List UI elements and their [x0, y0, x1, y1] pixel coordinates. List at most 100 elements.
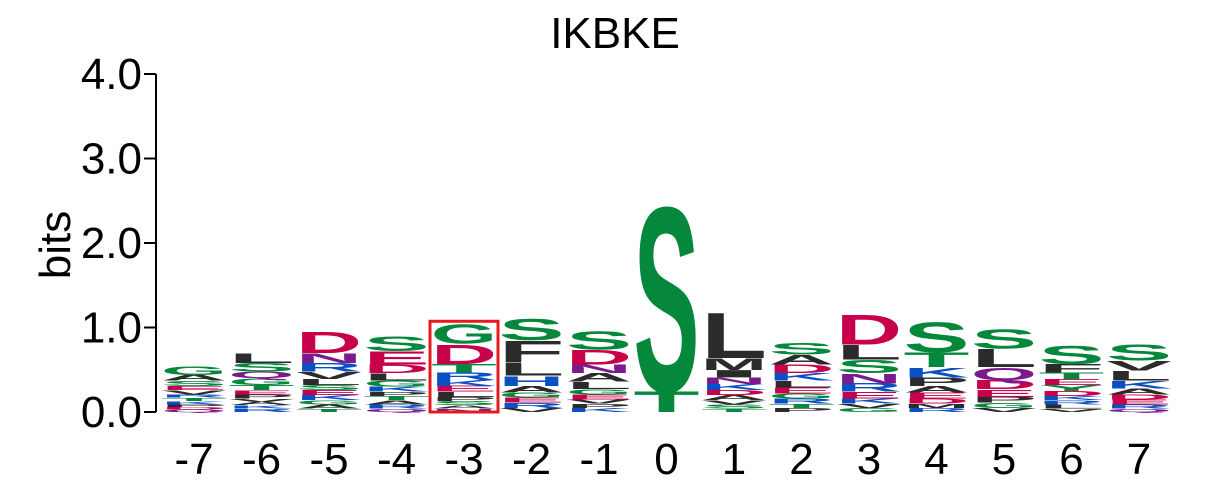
logo-letter: V — [296, 370, 362, 382]
logo-letter: L — [836, 341, 902, 364]
logo-letter: K — [1038, 395, 1104, 402]
x-tick-label: -5 — [309, 435, 348, 484]
logo-letter: A — [431, 404, 497, 409]
logo-letter: Y — [1039, 383, 1105, 392]
x-tick-label: -3 — [444, 435, 483, 484]
logo-letter: A — [161, 373, 227, 382]
y-tick-label: 2.0 — [81, 219, 142, 268]
logo-letter: G — [431, 319, 497, 350]
logo-letter: E — [296, 389, 362, 397]
x-tick-label: -6 — [242, 435, 281, 484]
y-axis: 0.0 1.0 2.0 3.0 4.0 — [81, 50, 157, 437]
logo-letter: A — [1106, 387, 1172, 396]
logo-letter: D — [566, 346, 632, 370]
logo-letter: D — [701, 389, 767, 397]
logo-letter: R — [769, 397, 835, 405]
logo-letter: G — [836, 407, 902, 414]
logo-letter: N — [566, 363, 632, 376]
logo-letter: K — [836, 397, 902, 405]
logo-letter: P — [971, 395, 1037, 404]
logo-letter: S — [296, 384, 362, 392]
logo-letter: Q — [971, 364, 1037, 384]
logo-letter: D — [161, 406, 227, 410]
x-tick-label: 3 — [857, 435, 881, 484]
logo-letter: A — [566, 371, 632, 384]
logo-letter: R — [161, 393, 227, 398]
logo-letter: V — [701, 399, 767, 406]
logo-letter: R — [431, 370, 497, 382]
logo-letter: E — [364, 348, 430, 369]
logo-letter: D — [364, 363, 430, 376]
logo-letter: A — [229, 401, 295, 406]
logo-letter: V — [971, 407, 1037, 414]
logo-letter: T — [161, 397, 227, 402]
logo-letter: N — [296, 350, 362, 366]
logo-letter: D — [836, 307, 902, 354]
logo-letter: E — [1039, 377, 1105, 386]
logo-letter: V — [499, 407, 565, 414]
logo-letter: R — [1038, 399, 1104, 406]
logo-letter: D — [1106, 393, 1172, 401]
logo-letter: E — [836, 390, 902, 401]
logo-letter: E — [566, 393, 632, 401]
logo-letter: P — [769, 407, 835, 414]
logo-letter: E — [431, 384, 497, 393]
logo-letter: T — [634, 385, 700, 418]
logo-stacks: QDPKTRVESAGRKAVPETGQSLTAGKESLVRNDQRATPKG… — [161, 153, 1172, 448]
logo-letter: S — [1038, 341, 1104, 370]
logo-letter: R — [363, 403, 429, 410]
logo-letter: N — [836, 371, 902, 387]
logo-letter: G — [566, 388, 632, 396]
logo-letter: D — [431, 339, 497, 370]
logo-letter: T — [431, 362, 497, 375]
logo-letter: Q — [229, 370, 295, 381]
logo-letter: H — [499, 373, 565, 389]
logo-letter: S — [1106, 340, 1172, 366]
x-tick-label: -1 — [579, 435, 618, 484]
logo-letter: A — [363, 399, 429, 406]
logo-letter: G — [364, 379, 430, 388]
logo-letter: T — [364, 395, 430, 402]
logo-letter: K — [566, 407, 632, 414]
logo-letter: L — [499, 359, 565, 380]
logo-letter: A — [769, 352, 835, 368]
highlight-layer — [428, 319, 500, 414]
logo-letter: R — [1106, 403, 1172, 410]
logo-letter: K — [768, 371, 834, 383]
logo-letter: S — [431, 400, 497, 407]
logo-letter: S — [971, 323, 1037, 354]
logo-letter: V — [161, 389, 227, 396]
logo-letter: L — [229, 350, 295, 366]
logo-letter: R — [903, 407, 969, 414]
logo-letter: L — [701, 299, 767, 372]
x-axis: -7 -6 -5 -4 -3 -2 -1 0 1 2 3 4 5 6 7 — [174, 435, 1151, 484]
logo-letter: G — [296, 399, 362, 406]
logo-letter: L — [1106, 368, 1172, 384]
logo-letter: V — [1106, 358, 1172, 374]
logo-letter: A — [903, 384, 969, 395]
logo-letter: M — [904, 402, 970, 409]
logo-letter: L — [566, 380, 632, 392]
logo-letter: N — [431, 408, 497, 413]
x-tick-label: 0 — [654, 435, 678, 484]
x-tick-label: -7 — [174, 435, 213, 484]
logo-letter: K — [364, 385, 430, 393]
logo-letter: L — [296, 378, 362, 387]
logo-letter: P — [229, 393, 295, 400]
logo-letter: T — [769, 403, 835, 410]
y-tick-label: 0.0 — [81, 388, 142, 437]
logo-letter: G — [971, 401, 1037, 409]
logo-letter: S — [769, 340, 835, 358]
logo-letter: K — [161, 400, 227, 405]
logo-letter: E — [769, 386, 835, 395]
logo-letter: T — [296, 408, 362, 413]
x-tick-label: -2 — [512, 435, 551, 484]
logo-letter: D — [904, 397, 970, 405]
logo-letter: K — [701, 383, 767, 392]
y-tick-label: 3.0 — [81, 135, 142, 184]
logo-letter: S — [364, 332, 430, 356]
logo-letter: V — [566, 398, 632, 405]
logo-letter: A — [701, 394, 767, 402]
y-tick-label: 4.0 — [81, 50, 142, 99]
